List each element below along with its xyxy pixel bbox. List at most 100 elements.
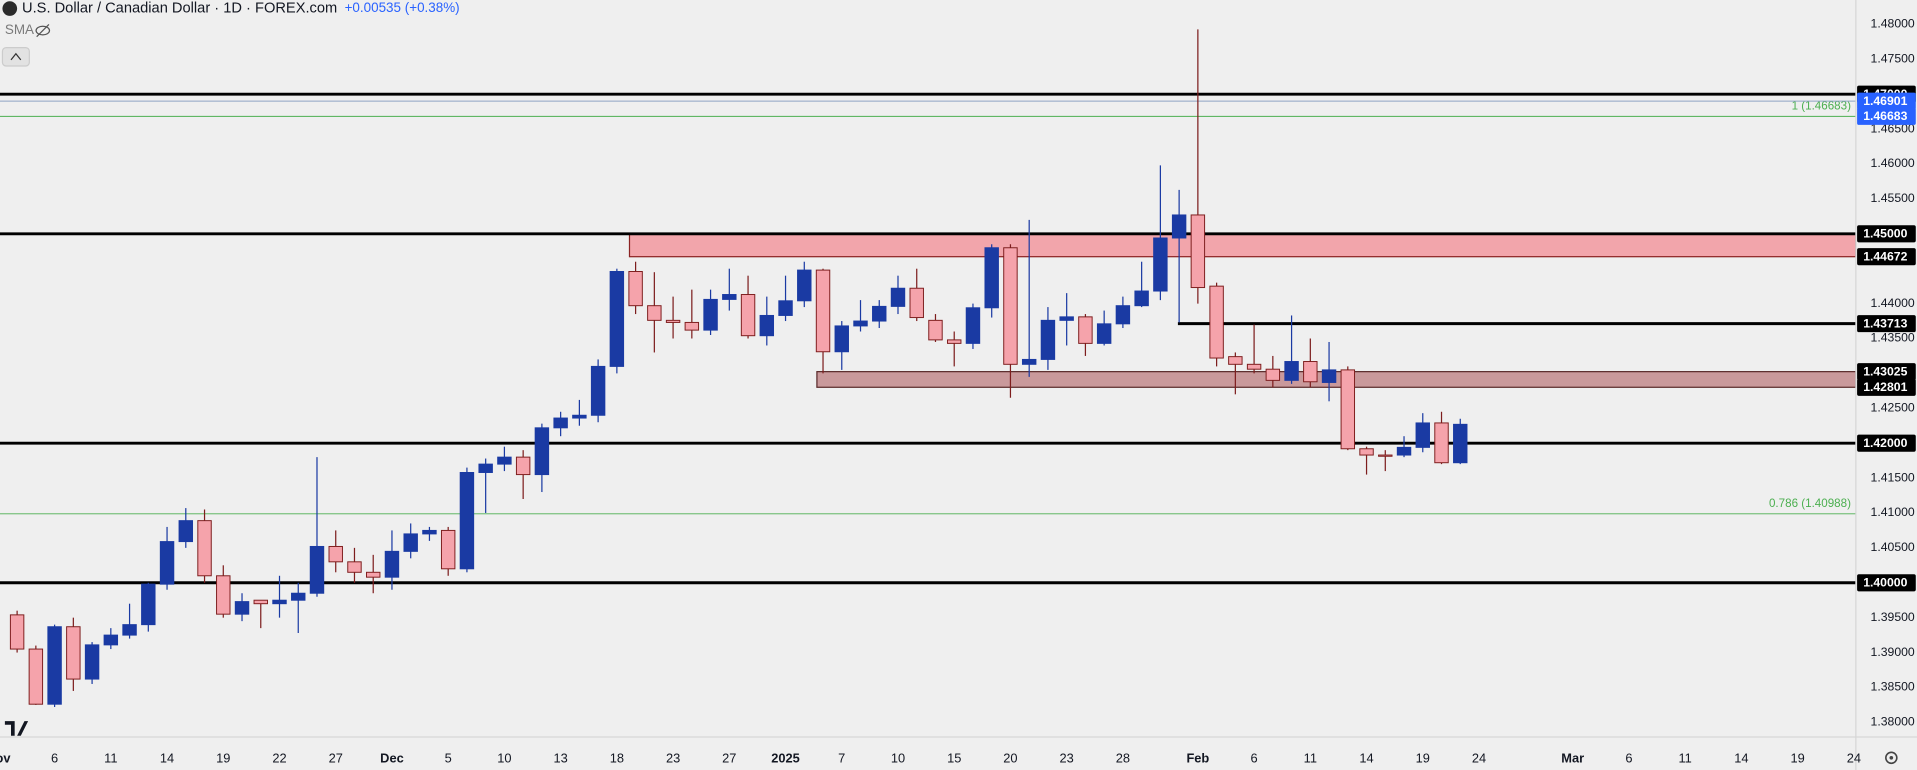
candle-body-down (9, 614, 25, 650)
x-tick-label: 2025 (771, 750, 800, 765)
y-tick-label: 1.38000 (1871, 715, 1915, 729)
y-tick-label: 1.45500 (1871, 191, 1915, 205)
candle-body-down (947, 339, 962, 344)
logo (4, 721, 29, 736)
settings-icon[interactable] (1885, 751, 1898, 765)
price-box (1857, 574, 1916, 592)
eye-icon[interactable] (35, 24, 51, 38)
candle-body-down (1265, 368, 1281, 381)
candle-body-down (216, 575, 231, 615)
candle-body-down (197, 520, 212, 577)
collapse-button[interactable] (1, 47, 30, 67)
x-tick-label: 11 (104, 750, 117, 765)
candle-body-up (1021, 358, 1037, 365)
price-box-label: 1.42801 (1863, 380, 1907, 394)
price-box-label: 1.42000 (1863, 436, 1907, 450)
x-tick-label: 19 (216, 750, 230, 765)
candle-body-up (609, 271, 625, 367)
overlay: 1.38000 1.38500 1.39000 1.39500 1.40500 1.410… (0, 17, 1916, 765)
price-box (1857, 225, 1916, 243)
price-box (1857, 434, 1916, 452)
x-tick-label: 6 (1251, 750, 1258, 765)
candle-body-down (1003, 247, 1018, 365)
candle-body-up (403, 533, 418, 552)
y-tick-label: 1.48000 (1871, 17, 1915, 31)
x-tick-label: 24 (1847, 750, 1861, 765)
candle-body-down (665, 319, 681, 323)
price-box (1857, 107, 1916, 125)
candle-body-up (478, 463, 493, 473)
price-box-label: 1.46901 (1863, 94, 1907, 108)
y-tick-label: 1.40500 (1871, 540, 1915, 554)
candle-body-up (853, 320, 868, 327)
candle-body-up (309, 545, 325, 594)
candle-body-down (253, 599, 268, 605)
candle-body-up (553, 417, 568, 429)
candle-body-up (422, 529, 437, 535)
candle-body-down (1359, 448, 1374, 456)
price-box-label: 1.43025 (1863, 364, 1907, 378)
candle-body-up (384, 550, 400, 578)
price-box (1857, 315, 1916, 333)
x-tick-label: 27 (722, 750, 736, 765)
candle-body-down (440, 529, 456, 570)
candle-body-up (703, 298, 718, 331)
y-tick-label: 1.44000 (1871, 296, 1915, 310)
candle-body-up (984, 247, 999, 309)
x-tick-label: Nov (0, 750, 11, 765)
price-box-label: 1.46683 (1863, 109, 1907, 123)
candle-body-up (1321, 369, 1337, 383)
candle-body-up (122, 624, 137, 636)
x-tick-label: 14 (1359, 750, 1373, 765)
candle-body-up (103, 634, 119, 646)
candle-body-up (590, 365, 606, 416)
symbol-icon (2, 1, 18, 16)
x-tick-label: 14 (160, 750, 174, 765)
zone (816, 371, 1857, 388)
candle-body-up (159, 541, 175, 585)
candle-body-down (28, 648, 44, 705)
candle-body-up (722, 294, 737, 300)
candle-body-down (1340, 369, 1356, 450)
candle-body-down (740, 294, 756, 337)
candle-body-up (84, 644, 100, 680)
x-tick-label: 20 (1003, 750, 1017, 765)
candle-body-up (1153, 237, 1168, 292)
zone (628, 233, 1857, 258)
candle-body-down (684, 321, 700, 331)
candle-body-down (928, 319, 943, 341)
y-tick-label: 1.43500 (1871, 331, 1915, 345)
x-tick-label: 19 (1416, 750, 1430, 765)
candle-body-up (534, 427, 550, 476)
x-tick-label: 27 (329, 750, 343, 765)
candle-body-down (909, 287, 924, 319)
x-tick-label: 19 (1790, 750, 1804, 765)
candle-body-up (272, 599, 287, 605)
candle-body-down (1434, 422, 1449, 464)
x-tick-label: Feb (1186, 750, 1209, 765)
y-tick-label: 1.42500 (1871, 401, 1915, 415)
price-box (1857, 378, 1916, 396)
candle-body-up (797, 269, 812, 302)
candle-body-down (628, 271, 643, 307)
price-box (1857, 92, 1916, 110)
candle-body-down (328, 545, 343, 563)
y-tick-label: 1.39500 (1871, 610, 1915, 624)
candle-body-up (459, 472, 475, 570)
candle-body-up (872, 305, 887, 322)
price-box-label: 1.45000 (1863, 227, 1907, 241)
candle-body-down (1303, 361, 1318, 383)
candle-body-down (1378, 454, 1393, 457)
y-tick-label: 1.47500 (1871, 52, 1915, 66)
indicator-name[interactable]: SMA (5, 22, 34, 37)
candle-body-up (1134, 290, 1149, 307)
candle-body-up (1059, 316, 1074, 321)
candle-body-down (1190, 214, 1206, 289)
x-tick-label: 28 (1116, 750, 1130, 765)
candle-body-up (497, 456, 512, 465)
x-tick-label: 18 (610, 750, 624, 765)
candle-body-down (647, 305, 662, 321)
x-tick-label: Dec (380, 750, 404, 765)
y-tick-label: 1.38500 (1871, 680, 1915, 694)
y-tick-label: 1.39000 (1871, 645, 1915, 659)
